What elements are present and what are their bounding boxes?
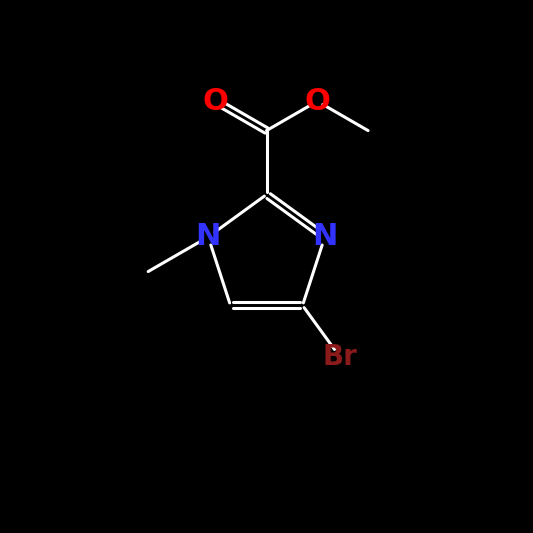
Text: O: O <box>203 87 229 116</box>
Text: Br: Br <box>322 343 358 371</box>
Text: N: N <box>196 222 221 252</box>
Text: O: O <box>304 87 330 116</box>
Text: N: N <box>312 222 337 252</box>
